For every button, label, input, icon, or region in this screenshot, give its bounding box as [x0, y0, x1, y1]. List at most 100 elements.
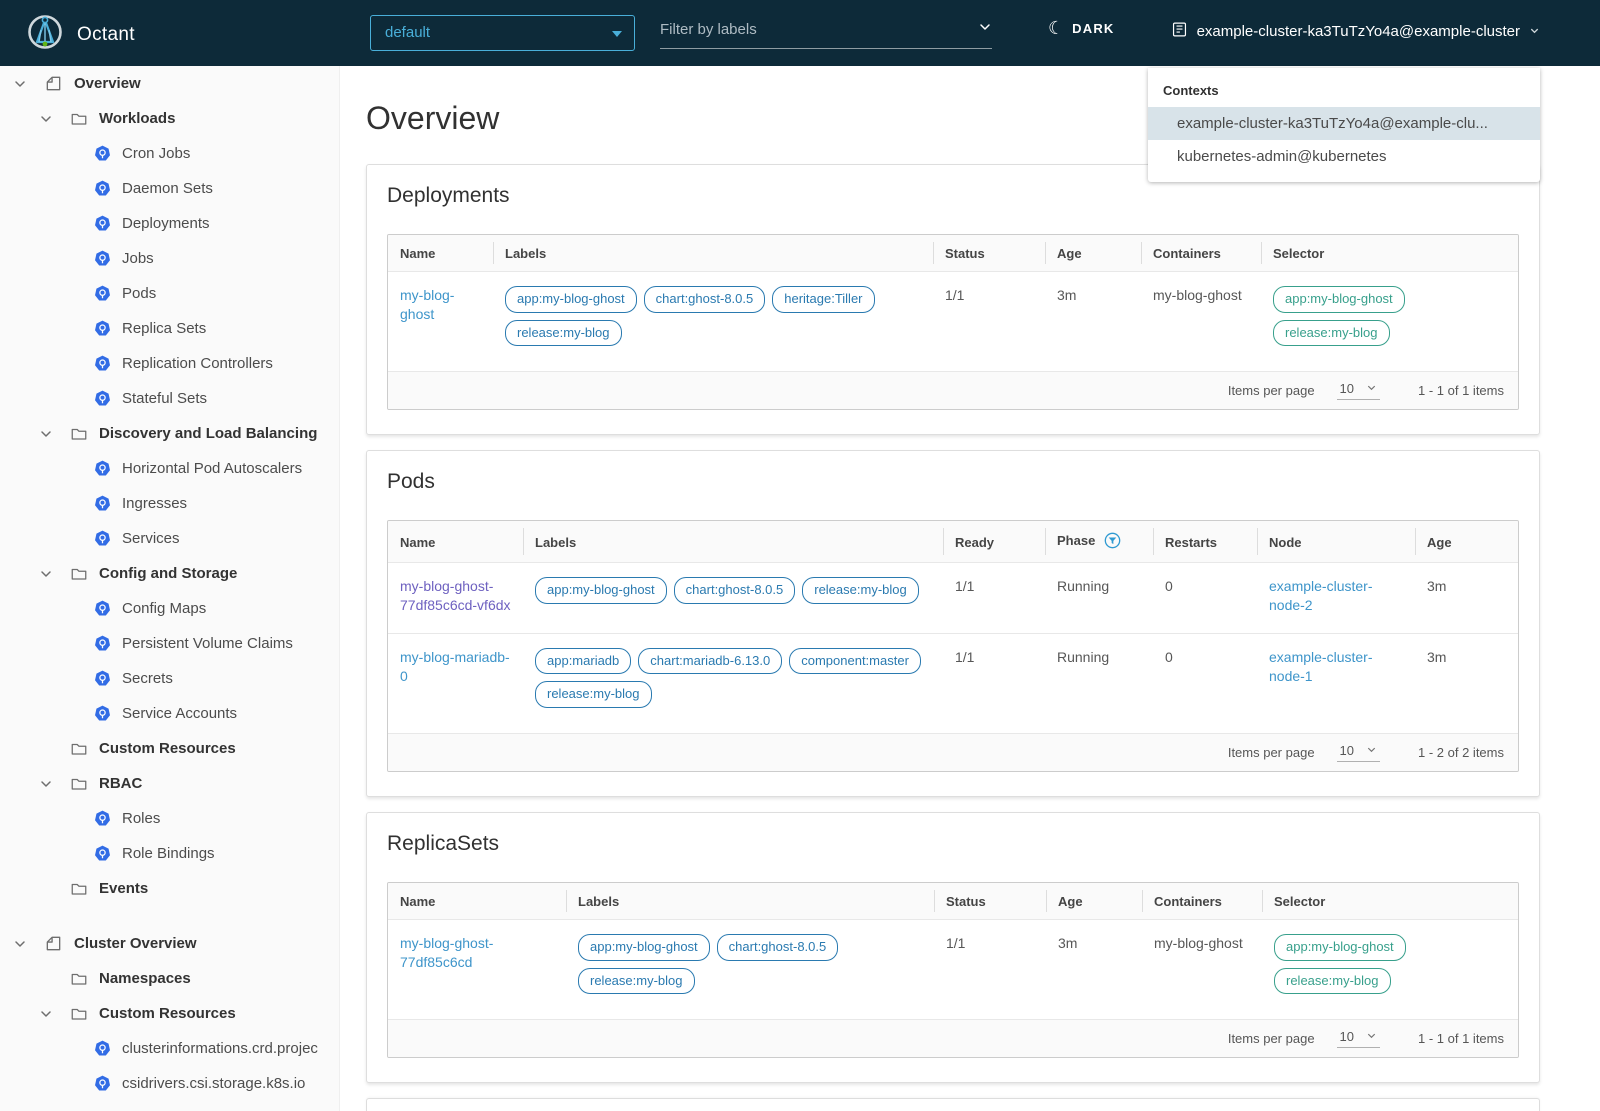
- sidebar-item-daemon-sets[interactable]: Daemon Sets: [0, 171, 339, 206]
- folder-icon: [70, 1005, 88, 1023]
- label-tag[interactable]: app:my-blog-ghost: [578, 933, 710, 961]
- label-tag[interactable]: release:my-blog: [1274, 967, 1391, 995]
- sidebar-item-label: Replica Sets: [122, 320, 207, 337]
- chevron-down-icon[interactable]: [38, 426, 54, 442]
- sidebar-item-replica-sets[interactable]: Replica Sets: [0, 311, 339, 346]
- context-switcher[interactable]: example-cluster-ka3TuTzYo4a@example-clus…: [1171, 21, 1540, 42]
- sidebar-item-persistent-volume-claims[interactable]: Persistent Volume Claims: [0, 626, 339, 661]
- page-size-select[interactable]: 10: [1336, 381, 1381, 401]
- sidebar-item-secrets[interactable]: Secrets: [0, 661, 339, 696]
- sidebar-item-custom-resources[interactable]: Custom Resources: [0, 731, 339, 766]
- label-filter-input[interactable]: [660, 21, 978, 38]
- cell-text: 1/1: [933, 271, 1045, 371]
- cell-labels: app:my-blog-ghost release:my-blog: [1262, 918, 1518, 1019]
- sidebar-item-config-maps[interactable]: Config Maps: [0, 591, 339, 626]
- sidebar-item-config-and-storage[interactable]: Config and Storage: [0, 556, 339, 591]
- cell-value: my-blog-ghost: [1153, 287, 1242, 303]
- resource-link[interactable]: my-blog-ghost-77df85c6cd: [400, 934, 494, 970]
- chevron-down-icon[interactable]: [12, 76, 28, 92]
- resource-link[interactable]: example-cluster-node-1: [1269, 648, 1373, 684]
- dark-mode-toggle[interactable]: ☾ DARK: [1048, 19, 1115, 37]
- roles-icon: [94, 810, 111, 827]
- datagrid-footer: Items per page 10 1 - 2 of 2 items: [388, 732, 1518, 771]
- sidebar-item-overview[interactable]: Overview: [0, 66, 339, 101]
- label-tag[interactable]: app:my-blog-ghost: [535, 577, 667, 604]
- sidebar-item-jobs[interactable]: Jobs: [0, 241, 339, 276]
- sidebar-item-roles[interactable]: Roles: [0, 801, 339, 836]
- sidebar-item-label: Workloads: [99, 110, 176, 127]
- label-tag[interactable]: release:my-blog: [578, 967, 695, 995]
- sidebar-item-horizontal-pod-autoscalers[interactable]: Horizontal Pod Autoscalers: [0, 451, 339, 486]
- label-tag[interactable]: chart:ghost-8.0.5: [673, 577, 796, 604]
- label-tag[interactable]: component:master: [789, 647, 921, 675]
- label-tag[interactable]: chart:ghost-8.0.5: [716, 933, 839, 961]
- sidebar-item-label: Config Maps: [122, 600, 207, 617]
- sidebar-item-workloads[interactable]: Workloads: [0, 101, 339, 136]
- secrets-icon: [94, 670, 111, 687]
- sidebar-item-replication-controllers[interactable]: Replication Controllers: [0, 346, 339, 381]
- page-size-select[interactable]: 10: [1336, 1029, 1381, 1049]
- label-tag[interactable]: release:my-blog: [1273, 319, 1390, 347]
- sidebar-item-pods[interactable]: Pods: [0, 276, 339, 311]
- namespace-select[interactable]: default: [370, 15, 635, 51]
- cell-link: my-blog-ghost-77df85c6cd-vf6dx: [388, 562, 523, 633]
- page-size-select[interactable]: 10: [1336, 743, 1381, 762]
- chevron-down-icon: [1366, 743, 1377, 758]
- sidebar-item-cluster-overview[interactable]: Cluster Overview: [0, 926, 339, 961]
- label-tag[interactable]: chart:mariadb-6.13.0: [638, 647, 783, 675]
- label-tag[interactable]: release:my-blog: [535, 681, 652, 708]
- next-card-partial: [366, 1098, 1540, 1111]
- sidebar-item-role-bindings[interactable]: Role Bindings: [0, 836, 339, 871]
- column-header-label: Labels: [535, 534, 577, 550]
- sidebar-item-namespaces[interactable]: Namespaces: [0, 961, 339, 996]
- chevron-down-icon[interactable]: [38, 111, 54, 127]
- resource-link[interactable]: my-blog-ghost: [400, 287, 455, 322]
- folder-icon: [70, 880, 88, 898]
- context-option-kubernetes-admin-kubernetes[interactable]: kubernetes-admin@kubernetes: [1177, 148, 1387, 165]
- column-header-restarts: Restarts: [1153, 521, 1257, 563]
- sidebar-item-label: Ingresses: [122, 495, 188, 512]
- sidebar-item-stateful-sets[interactable]: Stateful Sets: [0, 381, 339, 416]
- sidebar-item-custom-resources[interactable]: Custom Resources: [0, 996, 339, 1031]
- deployments-card: Deployments Name Labels Status Age Containers…: [366, 164, 1540, 436]
- sidebar-item-deployments[interactable]: Deployments: [0, 206, 339, 241]
- label-tag[interactable]: app:my-blog-ghost: [1273, 286, 1405, 313]
- label-tag[interactable]: heritage:Tiller: [772, 286, 875, 313]
- sidebar-item-services[interactable]: Services: [0, 521, 339, 556]
- sidebar-item-ingresses[interactable]: Ingresses: [0, 486, 339, 521]
- label-tag[interactable]: app:my-blog-ghost: [1274, 933, 1406, 961]
- moon-icon: ☾: [1048, 18, 1065, 38]
- label-tag[interactable]: app:my-blog-ghost: [505, 286, 637, 313]
- label-tag[interactable]: release:my-blog: [802, 577, 919, 604]
- sidebar-item-clusterinformations-crd-projec[interactable]: clusterinformations.crd.projec: [0, 1031, 339, 1066]
- resource-link[interactable]: my-blog-ghost-77df85c6cd-vf6dx: [400, 578, 511, 613]
- cron-jobs-icon: [94, 145, 111, 162]
- sidebar-item-csidrivers-csi-storage-k8s-io[interactable]: csidrivers.csi.storage.k8s.io: [0, 1066, 339, 1101]
- sidebar-item-label: Deployments: [122, 215, 210, 232]
- sidebar-item-rbac[interactable]: RBAC: [0, 766, 339, 801]
- resource-link[interactable]: my-blog-mariadb-0: [400, 648, 510, 684]
- chevron-down-icon[interactable]: [12, 936, 28, 952]
- column-header-label: Node: [1269, 534, 1302, 550]
- chevron-down-icon[interactable]: [38, 566, 54, 582]
- chevron-down-icon[interactable]: [38, 1006, 54, 1022]
- sidebar-item-cron-jobs[interactable]: Cron Jobs: [0, 136, 339, 171]
- folder-icon: [70, 970, 88, 988]
- label-tag[interactable]: release:my-blog: [505, 319, 622, 347]
- cell-link: my-blog-mariadb-0: [388, 632, 523, 733]
- label-tag[interactable]: chart:ghost-8.0.5: [643, 286, 766, 313]
- sidebar-item-events[interactable]: Events: [0, 871, 339, 906]
- chevron-down-icon[interactable]: [38, 776, 54, 792]
- chevron-down-icon[interactable]: [978, 20, 992, 39]
- label-tag[interactable]: app:mariadb: [535, 647, 632, 675]
- filter-icon[interactable]: [1104, 532, 1121, 552]
- column-header-status: Status: [933, 235, 1045, 271]
- ingresses-icon: [94, 495, 111, 512]
- dark-mode-label: DARK: [1072, 20, 1115, 36]
- context-option-example-cluster-ka3tutzyo4a-example-clu[interactable]: example-cluster-ka3TuTzYo4a@example-clu.…: [1148, 107, 1540, 140]
- persistent-volume-claims-icon: [94, 635, 111, 652]
- sidebar-item-discovery-and-load-balancing[interactable]: Discovery and Load Balancing: [0, 416, 339, 451]
- sidebar-item-service-accounts[interactable]: Service Accounts: [0, 696, 339, 731]
- resource-link[interactable]: example-cluster-node-2: [1269, 578, 1373, 613]
- sidebar-item-label: Config and Storage: [99, 565, 238, 582]
